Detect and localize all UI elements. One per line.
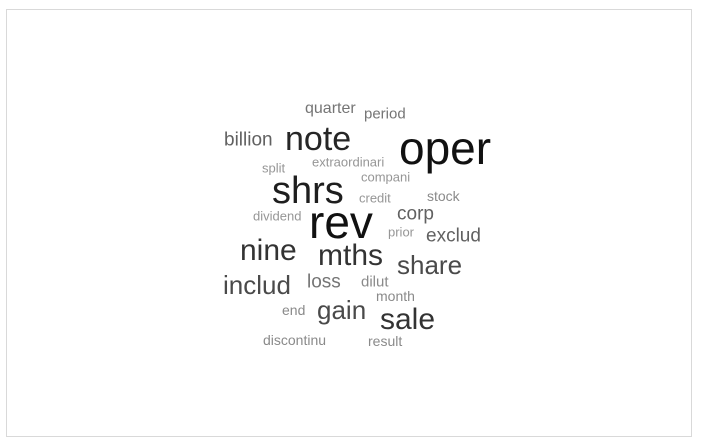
word-period: period (364, 105, 406, 123)
word-split: split (262, 160, 286, 176)
word-share: share (397, 250, 463, 280)
word-shrs: shrs (272, 170, 344, 212)
word-note: note (285, 120, 352, 158)
word-stock: stock (427, 188, 460, 204)
word-corp: corp (397, 203, 434, 225)
word-sale: sale (380, 303, 436, 336)
word-mths: mths (318, 239, 384, 272)
word-loss: loss (307, 271, 341, 293)
word-extraordinari: extraordinari (312, 154, 385, 170)
word-billion: billion (224, 129, 273, 151)
word-cloud-panel (6, 9, 692, 437)
word-quarter: quarter (305, 100, 356, 117)
word-result: result (368, 333, 403, 349)
word-credit: credit (359, 190, 391, 206)
word-gain: gain (317, 295, 367, 325)
word-discontinu: discontinu (263, 332, 327, 348)
word-includ: includ (223, 270, 291, 300)
word-nine: nine (240, 234, 297, 267)
word-prior: prior (388, 224, 415, 240)
word-dilut: dilut (361, 273, 389, 291)
word-oper: oper (399, 122, 492, 174)
word-exclud: exclud (426, 225, 481, 247)
word-dividend: dividend (253, 208, 302, 224)
word-end: end (282, 302, 306, 318)
word-compani: compani (361, 169, 411, 185)
word-rev: rev (309, 196, 373, 248)
word-month: month (376, 288, 415, 304)
